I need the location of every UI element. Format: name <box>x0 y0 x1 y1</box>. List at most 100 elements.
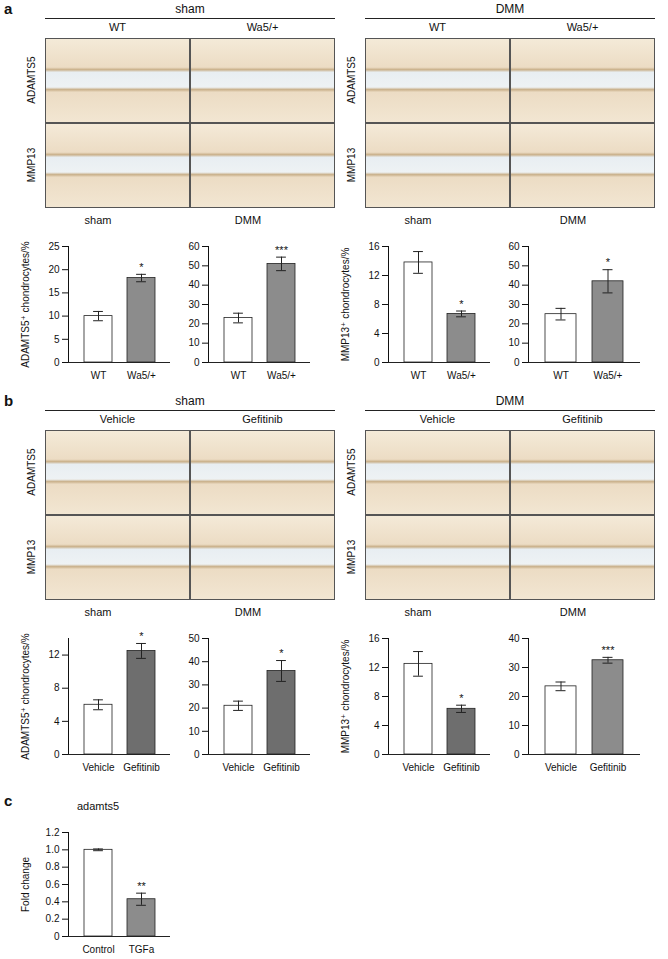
html-text:DMM: DMM <box>559 214 587 226</box>
svg-text:16: 16 <box>368 633 380 644</box>
svg-text:10: 10 <box>48 310 60 321</box>
svg-text:MMP13⁺ chondrocytes/%: MMP13⁺ chondrocytes/% <box>340 640 351 754</box>
svg-text:1.2: 1.2 <box>46 827 60 838</box>
svg-text:Wa5/+: Wa5/+ <box>267 370 296 381</box>
html-text:WT: WT <box>428 21 446 33</box>
svg-text:0: 0 <box>54 357 60 368</box>
svg-text:Control: Control <box>82 944 114 955</box>
svg-text:0: 0 <box>374 357 380 368</box>
html-text:sham: sham <box>404 214 432 226</box>
svg-text:Gefitinib: Gefitinib <box>443 762 480 773</box>
svg-text:20: 20 <box>48 264 60 275</box>
svg-text:20: 20 <box>508 318 520 329</box>
html-text:Gefitinib: Gefitinib <box>242 413 283 425</box>
html-text:sham: sham <box>175 2 205 16</box>
svg-text:30: 30 <box>508 662 520 673</box>
svg-text:60: 60 <box>188 241 200 252</box>
svg-text:*: * <box>606 256 611 268</box>
svg-text:***: *** <box>602 644 616 656</box>
svg-text:30: 30 <box>508 299 520 310</box>
svg-text:*: * <box>279 647 284 659</box>
svg-text:15: 15 <box>48 287 60 298</box>
svg-text:Vehicle: Vehicle <box>222 762 255 773</box>
svg-text:20: 20 <box>188 702 200 713</box>
svg-text:*: * <box>139 630 144 642</box>
html-text:DMM: DMM <box>234 214 262 226</box>
svg-text:30: 30 <box>188 299 200 310</box>
html-text:Wa5/+: Wa5/+ <box>566 21 599 33</box>
svg-text:0: 0 <box>514 749 520 760</box>
svg-text:***: *** <box>275 244 289 256</box>
html-text:Gefitinib: Gefitinib <box>562 413 603 425</box>
html-text:DMM: DMM <box>495 2 525 16</box>
svg-text:*: * <box>459 298 464 310</box>
svg-text:Vehicle: Vehicle <box>545 762 578 773</box>
svg-text:10: 10 <box>508 720 520 731</box>
svg-text:0: 0 <box>194 357 200 368</box>
svg-text:30: 30 <box>188 679 200 690</box>
svg-text:8: 8 <box>54 682 60 693</box>
html-text:WT: WT <box>108 21 126 33</box>
svg-text:60: 60 <box>508 241 520 252</box>
svg-text:Wa5/+: Wa5/+ <box>447 370 476 381</box>
svg-text:0: 0 <box>54 749 60 760</box>
svg-text:40: 40 <box>508 279 520 290</box>
html-text:Wa5/+: Wa5/+ <box>246 21 279 33</box>
svg-text:WT: WT <box>411 370 427 381</box>
svg-text:WT: WT <box>231 370 247 381</box>
svg-text:*: * <box>459 692 464 704</box>
html-text:Vehicle: Vehicle <box>419 413 456 425</box>
svg-text:0: 0 <box>54 931 60 942</box>
svg-text:0.6: 0.6 <box>46 879 60 890</box>
svg-text:20: 20 <box>508 691 520 702</box>
svg-text:10: 10 <box>508 337 520 348</box>
svg-text:0.8: 0.8 <box>46 861 60 872</box>
svg-text:0.4: 0.4 <box>46 896 60 907</box>
svg-text:4: 4 <box>374 720 380 731</box>
svg-text:TGFa: TGFa <box>129 944 155 955</box>
svg-text:Wa5/+: Wa5/+ <box>594 370 623 381</box>
svg-text:10: 10 <box>188 337 200 348</box>
svg-text:25: 25 <box>48 241 60 252</box>
svg-text:ADAMTS5⁺ chondrocytes/%: ADAMTS5⁺ chondrocytes/% <box>20 633 31 760</box>
svg-text:50: 50 <box>188 633 200 644</box>
html-text:sham: sham <box>175 394 205 408</box>
svg-text:16: 16 <box>368 241 380 252</box>
svg-text:12: 12 <box>368 270 380 281</box>
svg-text:4: 4 <box>54 716 60 727</box>
svg-text:4: 4 <box>374 328 380 339</box>
svg-text:5: 5 <box>54 334 60 345</box>
svg-text:Vehicle: Vehicle <box>82 762 115 773</box>
svg-text:50: 50 <box>508 260 520 271</box>
svg-text:MMP13⁺ chondrocytes/%: MMP13⁺ chondrocytes/% <box>340 248 351 362</box>
svg-text:12: 12 <box>368 662 380 673</box>
svg-text:20: 20 <box>188 318 200 329</box>
svg-text:WT: WT <box>553 370 569 381</box>
svg-text:0: 0 <box>374 749 380 760</box>
svg-text:0: 0 <box>194 749 200 760</box>
svg-text:ADAMTS5⁺ chondrocytes/%: ADAMTS5⁺ chondrocytes/% <box>20 241 31 368</box>
html-text:sham: sham <box>84 214 112 226</box>
svg-text:12: 12 <box>48 649 60 660</box>
svg-text:8: 8 <box>374 299 380 310</box>
svg-text:Gefitinib: Gefitinib <box>123 762 160 773</box>
html-text:Vehicle: Vehicle <box>99 413 136 425</box>
svg-text:Gefitinib: Gefitinib <box>263 762 300 773</box>
svg-text:50: 50 <box>188 260 200 271</box>
svg-text:Gefitinib: Gefitinib <box>590 762 627 773</box>
svg-text:0: 0 <box>514 357 520 368</box>
svg-text:**: ** <box>137 880 146 892</box>
svg-text:40: 40 <box>188 279 200 290</box>
svg-text:0.2: 0.2 <box>46 913 60 924</box>
svg-text:40: 40 <box>188 656 200 667</box>
svg-text:*: * <box>139 261 144 273</box>
svg-text:Fold change: Fold change <box>20 857 31 912</box>
svg-text:8: 8 <box>374 691 380 702</box>
svg-text:40: 40 <box>508 633 520 644</box>
svg-text:1.0: 1.0 <box>46 844 60 855</box>
svg-text:10: 10 <box>188 726 200 737</box>
svg-text:WT: WT <box>91 370 107 381</box>
svg-text:Vehicle: Vehicle <box>402 762 435 773</box>
html-text:DMM: DMM <box>495 394 525 408</box>
svg-text:Wa5/+: Wa5/+ <box>127 370 156 381</box>
